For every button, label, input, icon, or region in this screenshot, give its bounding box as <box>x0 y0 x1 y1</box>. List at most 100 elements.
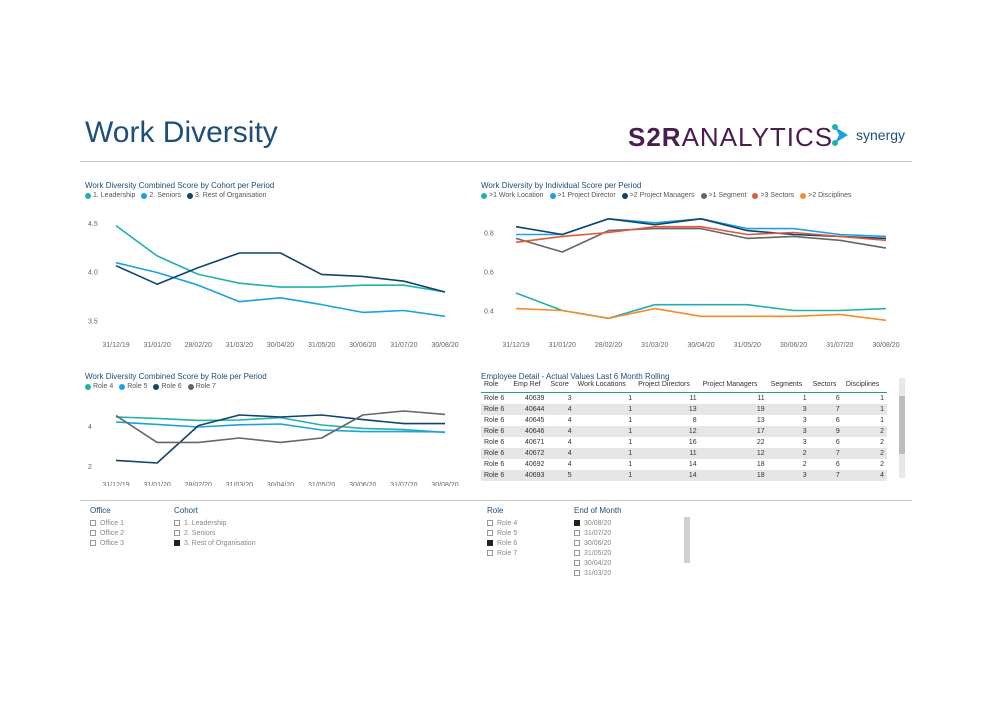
end-of-month-slicer-title: End of Month <box>574 506 622 515</box>
series-line-5[interactable] <box>515 225 887 244</box>
series-line-3[interactable] <box>115 414 445 464</box>
role-chart-title: Work Diversity Combined Score by Role pe… <box>85 372 267 381</box>
column-header[interactable]: Project Directors <box>635 378 700 393</box>
y-tick-label: 0.4 <box>484 309 494 316</box>
series-line-2[interactable] <box>115 421 446 433</box>
table-row[interactable]: Role 6 40672 4 1 11 12 2 7 2 <box>481 448 887 459</box>
table-scrollbar[interactable] <box>899 378 905 478</box>
table-cell: Role 6 <box>484 417 505 424</box>
column-header[interactable]: Disciplines <box>842 378 887 393</box>
checkbox-icon[interactable] <box>574 540 580 546</box>
table-scrollbar-thumb[interactable] <box>899 396 905 454</box>
table-cell: 12 <box>635 426 700 437</box>
synergy-mark-icon <box>832 124 848 146</box>
table-row[interactable]: Role 6 40639 3 1 11 11 1 6 1 <box>481 393 887 405</box>
series-line-6[interactable] <box>515 307 887 322</box>
slicer-option[interactable]: Office 3 <box>90 538 124 548</box>
column-header[interactable]: Score <box>547 378 575 393</box>
cohort-slicer-title: Cohort <box>174 506 199 515</box>
checkbox-icon[interactable] <box>174 540 180 546</box>
checkbox-icon[interactable] <box>90 540 96 546</box>
checkbox-icon[interactable] <box>487 550 493 556</box>
table-row[interactable]: Role 6 40645 4 1 8 13 3 6 1 <box>481 415 887 426</box>
checkbox-icon[interactable] <box>574 520 580 526</box>
slicer-option[interactable]: Role 5 <box>487 528 517 538</box>
x-tick-label: 31/03/20 <box>641 342 668 349</box>
end-of-month-scrollbar[interactable] <box>684 517 690 563</box>
slicer-option[interactable]: Role 6 <box>487 538 517 548</box>
slicer-option[interactable]: 31/03/20 <box>574 568 622 578</box>
slicer-option-label: Office 2 <box>100 529 124 537</box>
legend-item[interactable]: 2. Seniors <box>141 192 181 199</box>
checkbox-icon[interactable] <box>487 520 493 526</box>
checkbox-icon[interactable] <box>174 530 180 536</box>
table-cell: 1 <box>628 461 633 468</box>
series-line-4[interactable] <box>115 410 446 444</box>
table-cell: 1 <box>574 448 636 459</box>
slicer-option-label: Role 7 <box>497 549 518 557</box>
slicer-option[interactable]: Office 1 <box>90 518 124 528</box>
legend-item[interactable]: 1. Leadership <box>85 192 135 199</box>
slicer-option[interactable]: 31/07/20 <box>574 528 622 538</box>
table-cell: 1 <box>842 404 887 415</box>
legend-item[interactable]: 3. Rest of Organisation <box>186 192 267 199</box>
legend-item[interactable]: >1 Segment <box>700 192 746 199</box>
legend-item[interactable]: Role 7 <box>187 383 216 390</box>
checkbox-icon[interactable] <box>574 550 580 556</box>
table-row[interactable]: Role 6 40646 4 1 12 17 3 9 2 <box>481 426 887 437</box>
column-header[interactable]: Project Managers <box>699 378 768 393</box>
checkbox-icon[interactable] <box>90 530 96 536</box>
legend-item[interactable]: >1 Project Director <box>549 192 616 199</box>
legend-item[interactable]: >2 Disciplines <box>800 192 852 199</box>
legend-dot-icon <box>186 192 193 199</box>
table-cell: 6 <box>835 461 840 468</box>
table-cell: 40646 <box>510 426 548 437</box>
column-header[interactable]: Work Locations <box>574 378 636 393</box>
table-cell: 40671 <box>524 439 545 446</box>
slicer-option[interactable]: 31/05/20 <box>574 548 622 558</box>
slicer-option[interactable]: 3. Rest of Organisation <box>174 538 256 548</box>
table-cell: 1 <box>574 404 636 415</box>
series-line-1[interactable] <box>115 225 446 293</box>
checkbox-icon[interactable] <box>574 570 580 576</box>
checkbox-icon[interactable] <box>487 540 493 546</box>
series-line-2[interactable] <box>516 218 887 238</box>
x-tick-label: 31/05/20 <box>308 342 335 349</box>
slicer-option[interactable]: Office 2 <box>90 528 124 538</box>
slicer-option[interactable]: 30/04/20 <box>574 558 622 568</box>
table-row[interactable]: Role 6 40671 4 1 16 22 3 6 2 <box>481 437 887 448</box>
column-header[interactable]: Role <box>481 378 511 393</box>
table-row[interactable]: Role 6 40692 4 1 14 18 2 6 2 <box>481 459 887 470</box>
legend-item[interactable]: Role 5 <box>119 383 147 390</box>
slicer-option[interactable]: Role 4 <box>487 518 517 528</box>
checkbox-icon[interactable] <box>487 530 493 536</box>
slicer-option[interactable]: 2. Seniors <box>174 528 256 538</box>
y-tick-label: 0.8 <box>484 231 494 238</box>
legend-item[interactable]: >3 Sectors <box>752 192 794 199</box>
employee-table-container[interactable]: Role Emp Ref Score Work Locations Project Di… <box>481 378 909 490</box>
checkbox-icon[interactable] <box>574 530 580 536</box>
series-line-3[interactable] <box>115 252 446 293</box>
slicer-option[interactable]: Role 7 <box>487 548 517 558</box>
series-line-4[interactable] <box>515 227 887 253</box>
legend-item[interactable]: Role 6 <box>153 383 182 390</box>
checkbox-icon[interactable] <box>574 560 580 566</box>
table-row[interactable]: Role 6 40644 4 1 13 19 3 7 1 <box>481 404 887 415</box>
column-header[interactable]: Emp Ref <box>510 378 548 393</box>
table-row[interactable]: Role 6 40693 5 1 14 18 3 7 4 <box>481 470 887 481</box>
slicer-option[interactable]: 30/06/20 <box>574 538 622 548</box>
slicer-option[interactable]: 30/08/20 <box>574 518 622 528</box>
legend-item[interactable]: Role 4 <box>85 383 113 390</box>
checkbox-icon[interactable] <box>174 520 180 526</box>
x-tick-label: 30/06/20 <box>780 342 807 349</box>
individual-line-chart: 0.4 0.6 0.8 31/12/19 31/01/20 28/02/20 31/03/2… <box>484 218 900 349</box>
column-header[interactable]: Segments <box>767 378 810 393</box>
legend-item[interactable]: >1 Work Location <box>481 192 544 199</box>
column-header[interactable]: Sectors <box>809 378 843 393</box>
legend-item[interactable]: >2 Project Managers <box>621 192 695 199</box>
checkbox-icon[interactable] <box>90 520 96 526</box>
slicer-option[interactable]: 1. Leadership <box>174 518 256 528</box>
role-slicer-title: Role <box>487 506 504 515</box>
x-tick-label: 30/04/20 <box>267 342 294 349</box>
series-line-2[interactable] <box>115 261 446 318</box>
